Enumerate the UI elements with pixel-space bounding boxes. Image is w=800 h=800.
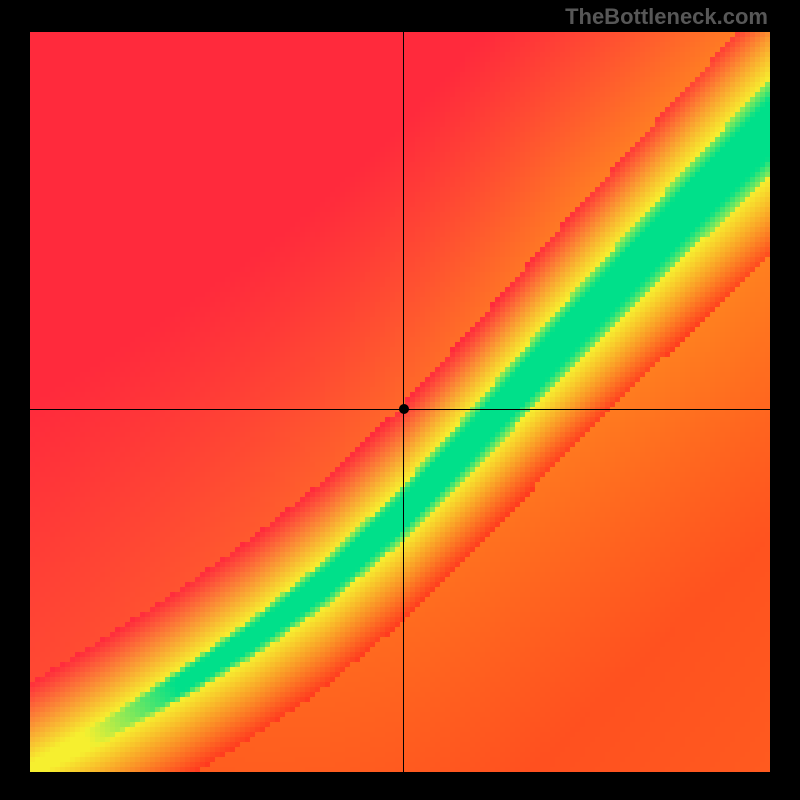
heatmap-canvas (30, 32, 770, 772)
heatmap-plot (30, 32, 770, 772)
watermark-text: TheBottleneck.com (565, 4, 768, 30)
crosshair-vertical (403, 32, 404, 772)
crosshair-marker (399, 404, 409, 414)
